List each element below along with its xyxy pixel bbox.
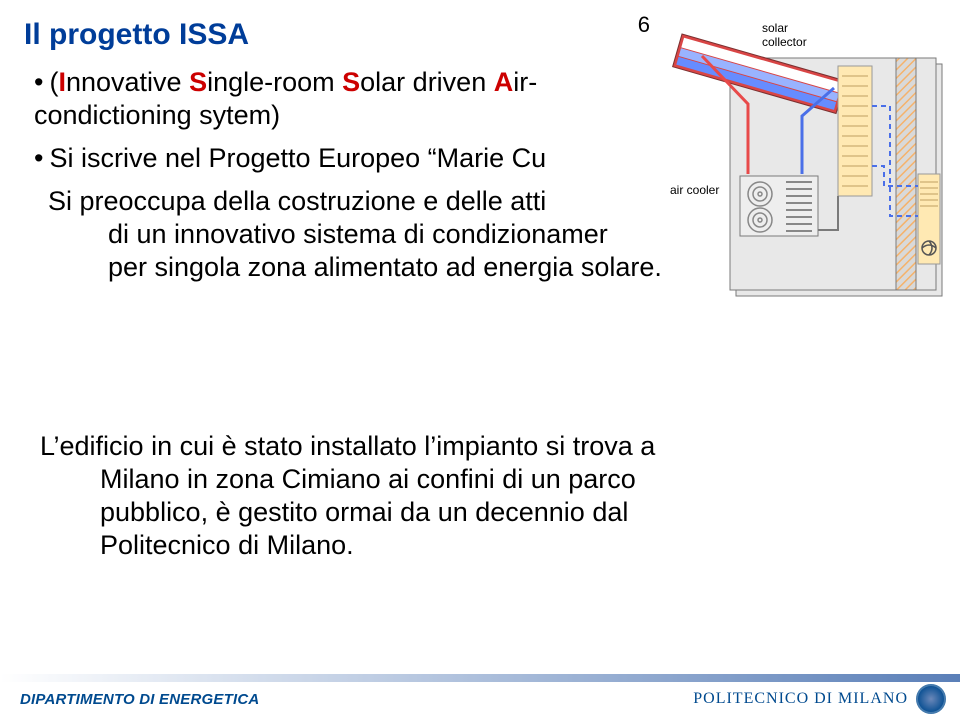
label-outside-2: wall <box>947 103 948 117</box>
label-solar-1: solar <box>762 21 788 35</box>
label-solar-2: collector <box>762 35 807 49</box>
t: ingle-room <box>207 67 342 97</box>
footer-gradient-bar <box>0 674 960 682</box>
page-number: 6 <box>638 12 650 38</box>
polimi-seal-icon <box>916 684 946 714</box>
paragraph-2: L’edificio in cui è stato installato l’i… <box>40 430 900 562</box>
t: L’edificio in cui è stato installato l’i… <box>40 431 655 461</box>
slide-title: Il progetto ISSA <box>24 18 249 52</box>
t: Milano in zona Cimiano ai confini di un … <box>40 463 636 496</box>
hl-S2: S <box>342 67 360 97</box>
t: pubblico, è gestito ormai da un decennio… <box>40 496 628 529</box>
hl-I: I <box>58 67 66 97</box>
t: olar driven <box>360 67 494 97</box>
t: nnovative <box>66 67 189 97</box>
footer-bar: DIPARTIMENTO DI ENERGETICA POLITECNICO D… <box>0 682 960 720</box>
hl-A: A <box>494 67 514 97</box>
t: Politecnico di Milano. <box>40 529 354 562</box>
hl-S1: S <box>189 67 207 97</box>
t: Si iscrive nel Progetto Europeo “Marie C… <box>49 143 546 173</box>
polimi-logo: POLITECNICO DI MILANO <box>693 684 946 714</box>
label-air-cooler: air cooler <box>670 183 719 197</box>
footer: DIPARTIMENTO DI ENERGETICA POLITECNICO D… <box>0 648 960 720</box>
system-diagram: solar collector outside wall air cooler … <box>652 16 948 302</box>
slide: Il progetto ISSA 6 •(Innovative Single-r… <box>0 0 960 720</box>
t: condictioning sytem) <box>34 100 280 130</box>
bullet-dot: • <box>34 143 43 173</box>
department-label: DIPARTIMENTO DI ENERGETICA <box>20 691 259 708</box>
bullet-dot: • <box>34 67 43 97</box>
t: Si preoccupa della costruzione e delle a… <box>48 186 546 216</box>
t: ir- <box>513 67 537 97</box>
polimi-text: POLITECNICO DI MILANO <box>693 690 908 708</box>
